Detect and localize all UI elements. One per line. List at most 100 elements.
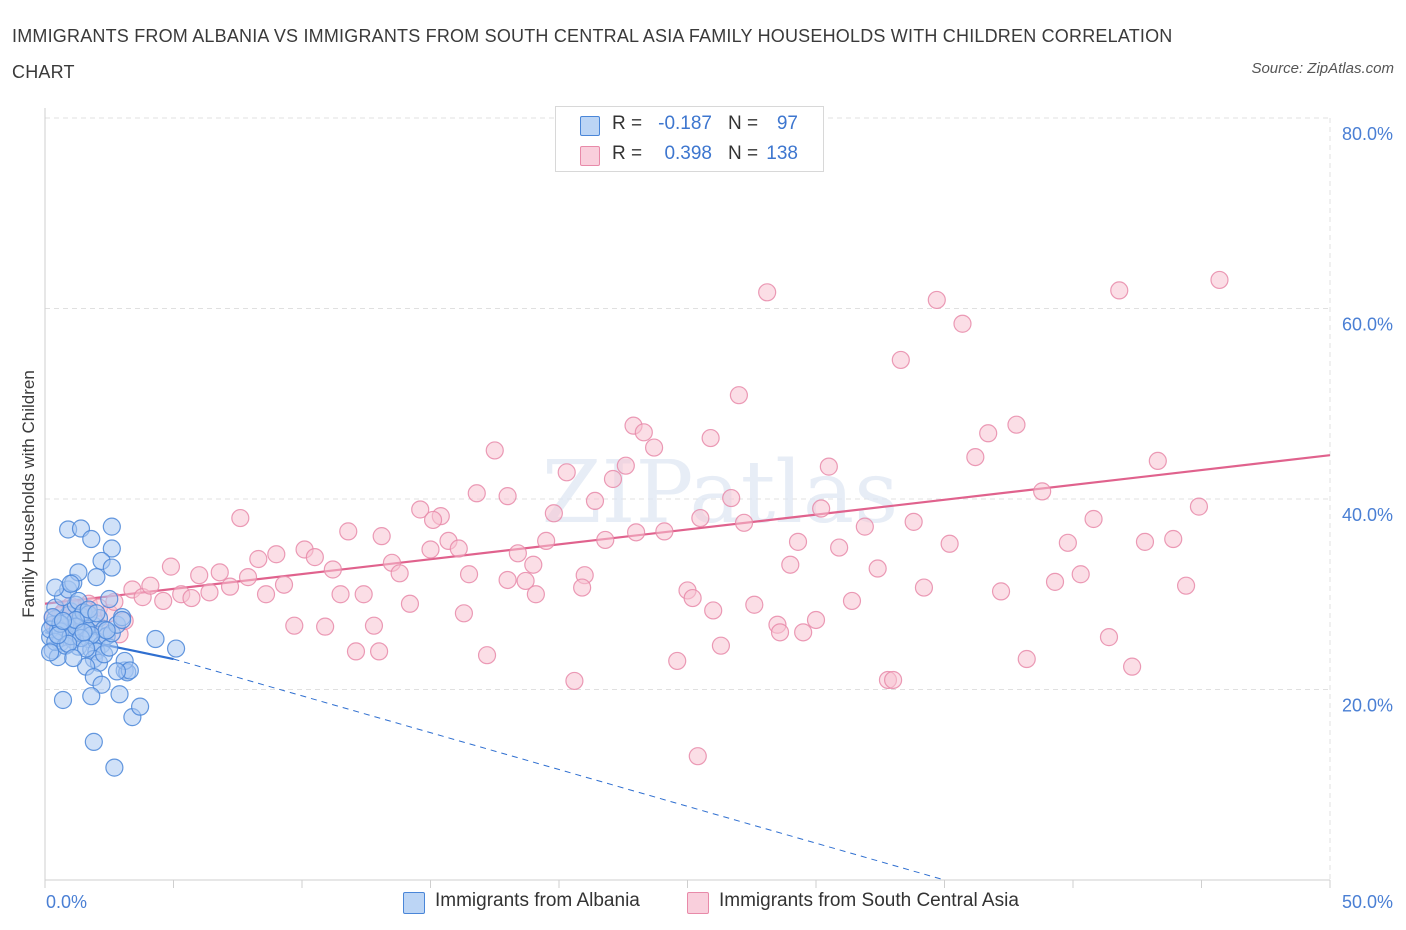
south-central-asia-point	[1099, 628, 1119, 647]
south-central-asia-point	[830, 538, 849, 557]
albania-point	[46, 578, 65, 597]
south-central-asia-point	[1189, 497, 1209, 516]
south-central-asia-legend-label: Immigrants from South Central Asia	[719, 890, 1019, 911]
south-central-asia-point	[701, 428, 720, 448]
albania-point	[102, 517, 121, 536]
albania-point	[112, 610, 132, 630]
albania-point	[61, 574, 80, 593]
south-central-asia-point	[940, 534, 959, 553]
albania-point	[97, 621, 116, 640]
data-points	[41, 270, 1229, 777]
south-central-asia-point	[812, 499, 831, 518]
south-central-asia-legend-swatch	[687, 892, 709, 914]
south-central-asia-point	[1176, 576, 1196, 595]
south-central-asia-point	[704, 601, 723, 620]
south-central-asia-point	[210, 563, 229, 582]
albania-point	[87, 568, 106, 587]
south-central-asia-point	[238, 568, 258, 587]
y-tick-label: 40.0%	[1342, 505, 1393, 525]
south-central-asia-point	[477, 646, 497, 665]
south-central-asia-point	[565, 671, 584, 691]
albania-point	[87, 604, 106, 623]
south-central-asia-point	[508, 544, 527, 563]
south-central-asia-point	[683, 588, 702, 608]
south-central-asia-point	[498, 570, 517, 590]
south-central-asia-point	[200, 583, 219, 602]
south-central-asia-point	[868, 559, 887, 578]
south-central-asia-point	[596, 530, 615, 550]
south-central-asia-point	[485, 441, 504, 460]
south-central-asia-point	[249, 549, 268, 569]
south-central-asia-point	[557, 463, 576, 482]
n-label: N =	[728, 143, 759, 164]
source-label: Source: ZipAtlas.com	[1251, 60, 1394, 77]
south-central-asia-point	[819, 457, 838, 476]
albania-point	[102, 539, 121, 558]
south-central-asia-point	[734, 513, 754, 532]
south-central-asia-point	[498, 487, 517, 506]
south-central-asia-point	[1164, 529, 1183, 549]
south-central-asia-point	[745, 595, 764, 614]
south-central-asia-point	[256, 585, 276, 604]
albania-point	[107, 662, 127, 681]
n-value: 138	[766, 143, 798, 164]
south-central-asia-point	[711, 636, 731, 655]
albania-point	[102, 558, 121, 577]
south-central-asia-point	[524, 555, 543, 574]
south-central-asia-point	[454, 604, 474, 623]
stats-legend: R = -0.187 N = 97 R = 0.398 N = 138	[555, 106, 824, 172]
south-central-asia-point	[516, 571, 535, 591]
albania-swatch	[580, 116, 600, 136]
albania-point	[110, 685, 129, 704]
chart-title: IMMIGRANTS FROM ALBANIA VS IMMIGRANTS FR…	[12, 26, 1173, 82]
tick-labels: 20.0% 40.0% 60.0% 80.0% 0.0% 50.0%	[46, 124, 1393, 912]
south-central-asia-point	[323, 560, 342, 579]
south-central-asia-point	[372, 527, 391, 546]
south-central-asia-point	[274, 575, 294, 594]
south-central-asia-point	[190, 566, 209, 585]
south-central-asia-point	[220, 577, 240, 596]
south-central-asia-point	[691, 508, 710, 528]
south-central-asia-point	[634, 423, 653, 442]
albania-point	[130, 697, 150, 716]
south-central-asia-point	[1135, 532, 1155, 551]
south-central-asia-point	[770, 623, 790, 642]
south-central-asia-point	[161, 557, 181, 576]
south-central-asia-point	[904, 512, 923, 531]
r-label: R =	[612, 143, 643, 164]
albania-point	[84, 732, 103, 751]
south-central-asia-point	[781, 555, 800, 574]
south-central-asia-point	[339, 522, 358, 541]
south-central-asia-point	[914, 578, 934, 597]
south-central-asia-point	[364, 616, 384, 635]
south-central-asia-point	[537, 531, 556, 551]
south-central-asia-point	[722, 488, 741, 508]
y-axis-label: Family Households with Children	[19, 370, 38, 618]
south-central-asia-point	[1007, 415, 1026, 434]
south-central-asia-point	[891, 350, 910, 370]
south-central-asia-trend-line	[44, 454, 1331, 605]
south-central-asia-point	[411, 500, 430, 519]
south-central-asia-point	[953, 314, 972, 333]
south-central-asia-point	[467, 484, 486, 503]
y-tick-label: 60.0%	[1342, 315, 1393, 335]
albania-point	[74, 623, 93, 642]
south-central-asia-point	[1210, 270, 1229, 290]
albania-point	[82, 529, 101, 549]
south-central-asia-point	[346, 642, 366, 661]
south-central-asia-point	[1071, 565, 1090, 584]
r-label: R =	[612, 113, 643, 134]
south-central-asia-point	[231, 508, 250, 528]
n-label: N =	[728, 113, 759, 134]
south-central-asia-point	[526, 585, 545, 604]
axes	[44, 108, 1331, 888]
south-central-asia-point	[603, 469, 623, 489]
albania-point	[92, 675, 111, 694]
albania-point	[53, 690, 73, 710]
south-central-asia-point	[267, 545, 286, 564]
south-central-asia-point	[182, 588, 201, 608]
south-central-asia-point	[979, 424, 998, 443]
x-tick-label: 50.0%	[1342, 892, 1393, 912]
albania-point	[64, 648, 83, 668]
